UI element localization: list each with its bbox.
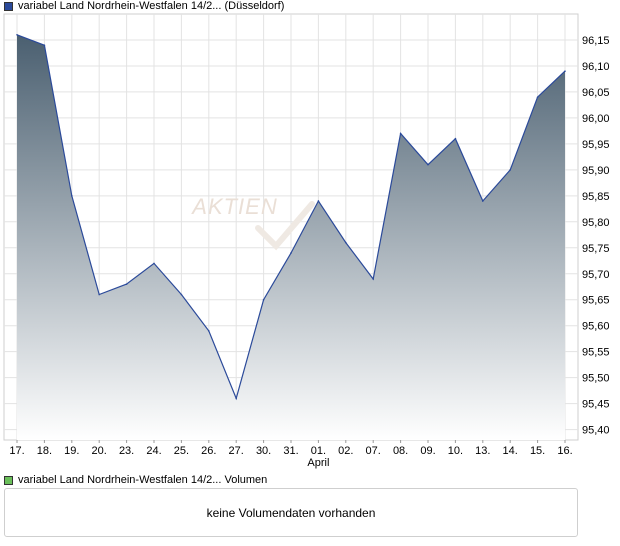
price-point: [290, 252, 292, 254]
x-tick-label: 01.: [311, 445, 326, 457]
x-tick-label: 20.: [92, 445, 107, 457]
price-point: [509, 169, 512, 171]
y-tick-label: 96,05: [582, 87, 610, 99]
price-point: [262, 298, 265, 301]
y-tick-label: 95,75: [582, 243, 610, 255]
x-tick-label: 16.: [557, 445, 572, 457]
y-tick-label: 95,50: [582, 373, 610, 385]
price-point: [536, 96, 539, 98]
watermark-check-icon: [255, 201, 315, 251]
x-tick-label: 18.: [37, 445, 52, 457]
watermark: AKTIEN: [190, 194, 315, 251]
volume-empty-message: keine Volumendaten vorhanden: [206, 505, 376, 520]
price-point: [345, 241, 347, 244]
x-tick-label: 02.: [338, 445, 353, 457]
price-point: [125, 283, 128, 285]
price-point: [372, 278, 375, 280]
x-tick-label: 23.: [119, 445, 134, 457]
y-tick-label: 96,00: [582, 113, 610, 125]
watermark-text: AKTIEN: [190, 194, 277, 219]
price-chart: AKTIEN 95,40 95,45 95,50 95,55 95,60 95,65 95,…: [3, 13, 610, 469]
price-point: [208, 330, 210, 332]
price-area: [17, 34, 565, 441]
volume-panel: keine Volumendaten vorhanden: [4, 488, 578, 537]
price-point: [16, 33, 18, 36]
x-tick-label: 30.: [256, 445, 271, 457]
price-point: [427, 163, 429, 166]
y-tick-label: 95,90: [582, 165, 610, 177]
y-tick-label: 95,85: [582, 191, 610, 203]
x-tick-label: 10.: [448, 445, 463, 457]
y-tick-label: 95,55: [582, 347, 610, 359]
price-legend-label: variabel Land Nordrhein-Westfalen 14/2..…: [18, 0, 285, 12]
x-tick-label: 19.: [64, 445, 79, 457]
price-point: [317, 200, 320, 202]
x-month-label: April: [307, 457, 329, 469]
price-point: [153, 262, 155, 265]
price-point: [482, 200, 484, 202]
x-tick-label: 14.: [503, 445, 518, 457]
price-legend: variabel Land Nordrhein-Westfalen 14/2..…: [4, 0, 284, 13]
x-tick-label: 26.: [201, 445, 216, 457]
price-point: [43, 44, 46, 46]
x-tick-label: 08.: [393, 445, 408, 457]
price-point: [180, 293, 183, 296]
volume-legend-swatch: [4, 476, 13, 485]
y-tick-label: 95,40: [582, 425, 610, 437]
x-tick-label: 13.: [475, 445, 490, 457]
price-point: [71, 195, 73, 197]
x-tick-label: 15.: [530, 445, 545, 457]
y-tick-label: 95,45: [582, 399, 610, 411]
price-point: [454, 137, 457, 140]
x-tick-label: 07.: [366, 445, 381, 457]
y-tick-label: 96,15: [582, 35, 610, 47]
price-point: [98, 293, 100, 296]
price-point: [399, 132, 402, 135]
y-tick-label: 96,10: [582, 61, 610, 73]
x-tick-label: 27.: [229, 445, 244, 457]
x-tick-label: 25.: [174, 445, 189, 457]
x-tick-label: 17.: [9, 445, 24, 457]
y-tick-label: 95,70: [582, 269, 610, 281]
price-point: [564, 70, 566, 72]
y-tick-label: 95,65: [582, 295, 610, 307]
y-tick-label: 95,60: [582, 321, 610, 333]
volume-legend-label: variabel Land Nordrhein-Westfalen 14/2..…: [18, 474, 268, 486]
x-tick-label: 09.: [420, 445, 435, 457]
price-legend-swatch: [4, 2, 13, 11]
y-tick-label: 95,95: [582, 139, 610, 151]
y-tick-label: 95,80: [582, 217, 610, 229]
price-point: [235, 397, 237, 400]
x-tick-label: 24.: [146, 445, 161, 457]
volume-legend: variabel Land Nordrhein-Westfalen 14/2..…: [4, 474, 267, 487]
x-tick-label: 31.: [283, 445, 298, 457]
